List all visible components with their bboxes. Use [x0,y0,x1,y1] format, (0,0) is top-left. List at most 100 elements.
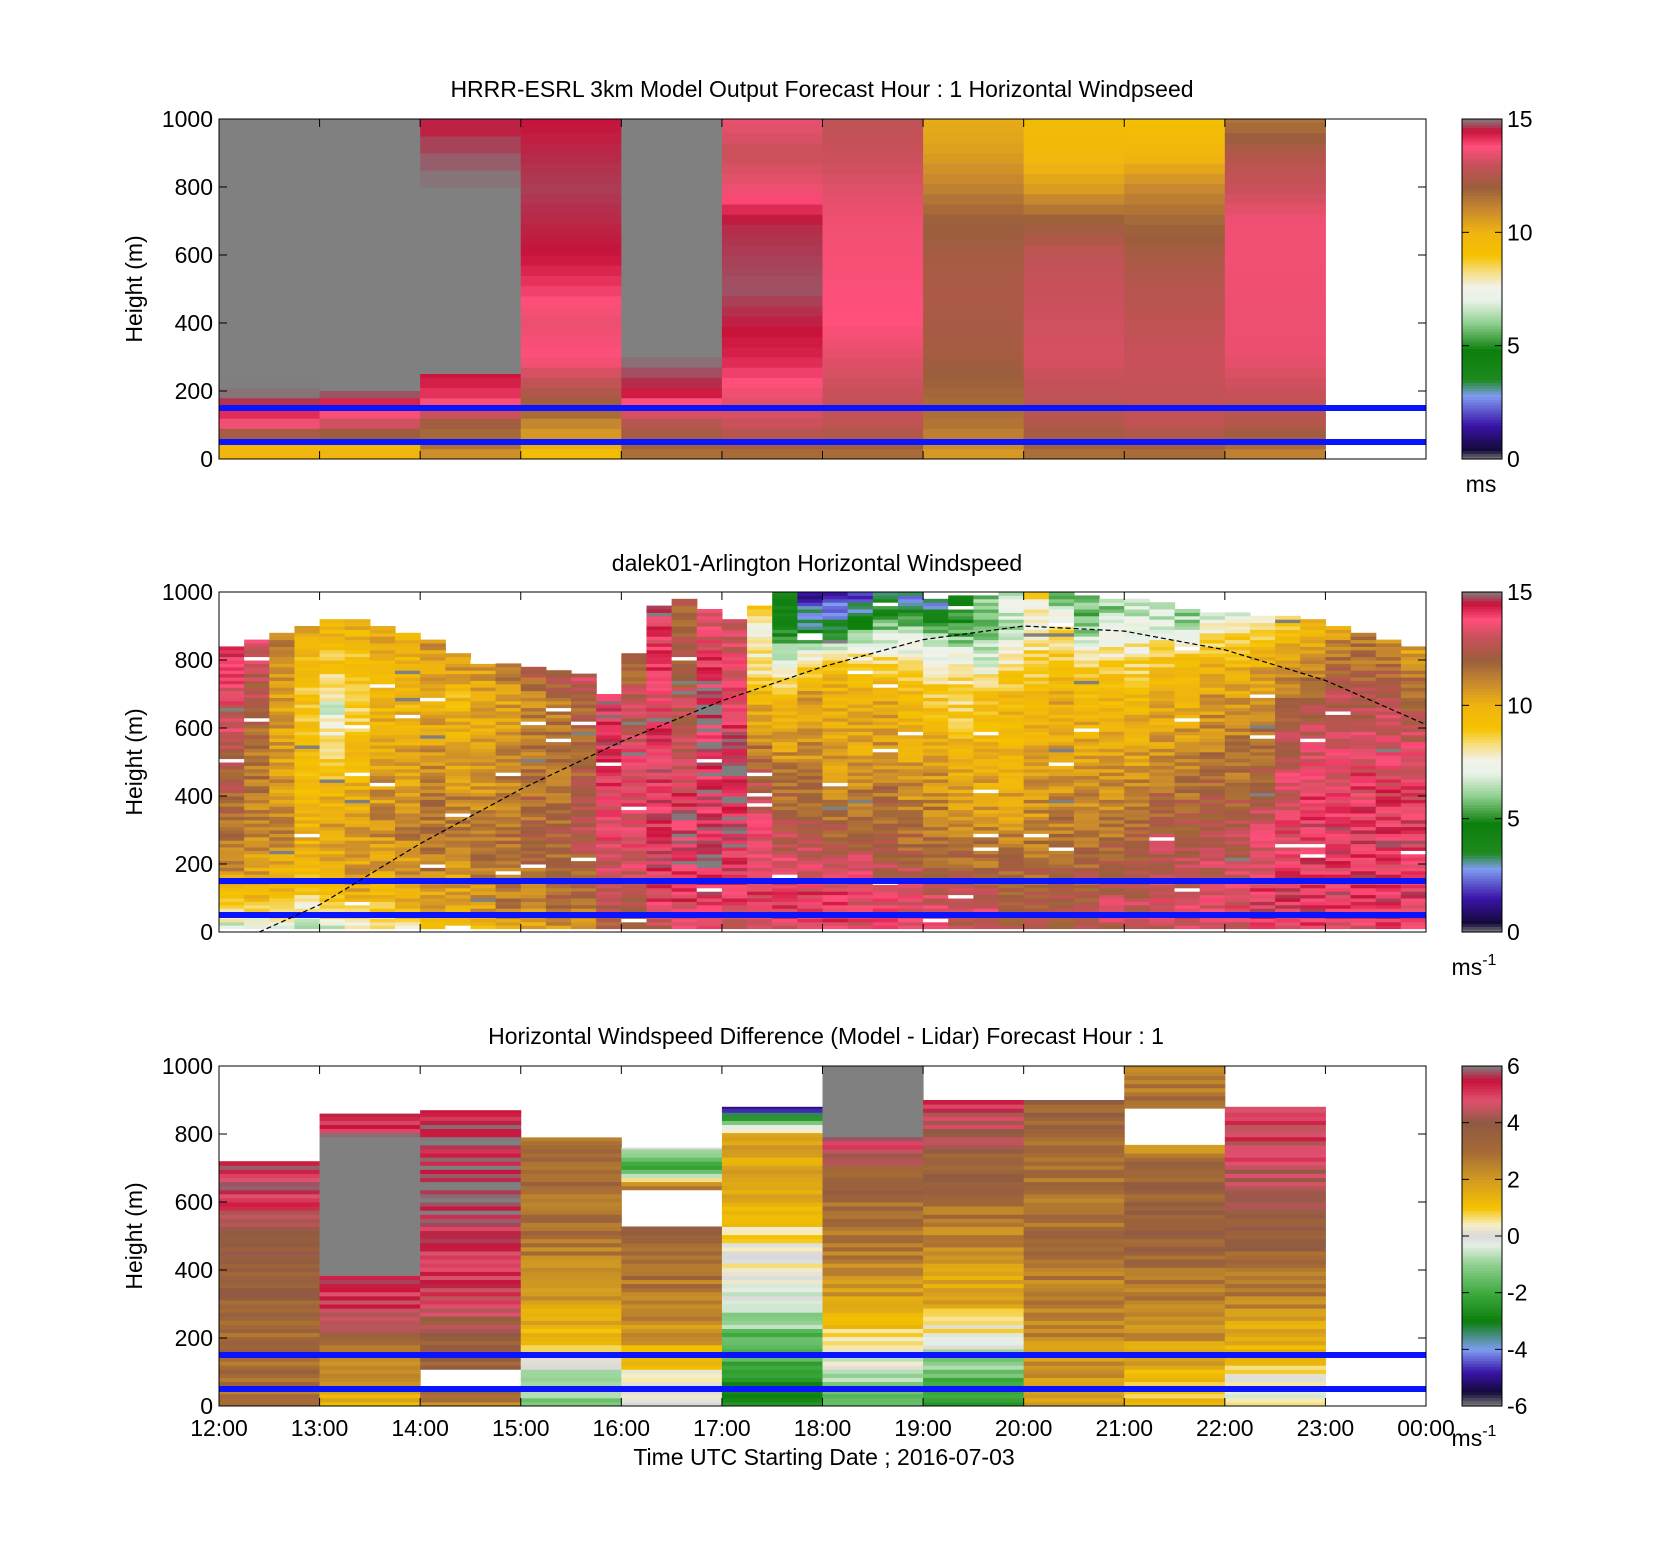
lidar-cell [1124,629,1150,634]
colorbar-segment [1462,425,1502,429]
lidar-cell [822,680,849,685]
lidar-cell [772,921,798,926]
lidar-cell [1199,857,1226,862]
model-cell [520,295,622,307]
lidar-cell [948,717,974,722]
lidar-cell [747,772,773,777]
lidar-cell [1174,806,1201,811]
lidar-cell [219,704,245,709]
lidar-cell [772,809,798,814]
lidar-cell [319,653,346,658]
lidar-cell [395,809,421,814]
lidar-cell [747,612,773,617]
model-cell [721,244,823,256]
lidar-cell [621,677,648,681]
lidar-cell [294,782,321,787]
lidar-cell [1099,615,1125,620]
lidar-cell [747,840,773,845]
lidar-cell [772,806,798,811]
lidar-cell [948,714,974,719]
lidar-cell [1325,901,1352,906]
lidar-cell [1275,734,1301,739]
lidar-cell [1149,626,1176,630]
lidar-cell [1124,921,1150,926]
lidar-cell [696,833,723,838]
lidar-cell [973,690,1000,695]
lidar-cell [721,802,748,807]
lidar-cell [1174,700,1201,705]
lidar-cell [847,629,874,634]
lidar-cell [772,908,798,913]
lidar-cell [596,751,622,756]
lidar-cell [1199,680,1226,685]
lidar-cell [998,745,1025,749]
lidar-cell [772,683,798,688]
lidar-cell [872,605,899,610]
lidar-cell [1199,853,1226,858]
lidar-cell [545,779,572,783]
lidar-cell [596,813,622,817]
lidar-cell [1073,605,1100,610]
lidar-cell [747,605,773,610]
lidar-cell [948,884,974,889]
lidar-cell [420,779,446,783]
lidar-cell [1099,656,1125,661]
lidar-cell [1275,680,1301,685]
colorbar-segment [1462,685,1502,689]
lidar-cell [822,653,849,658]
lidar-cell [294,806,321,811]
lidar-cell [973,765,1000,770]
lidar-cell [1149,714,1176,719]
lidar-cell [369,782,396,787]
lidar-cell [445,806,472,811]
lidar-cell [319,728,346,732]
lidar-cell [747,622,773,627]
lidar-cell [998,751,1025,756]
lidar-cell [696,622,723,627]
lidar-cell [420,843,446,848]
lidar-cell [721,901,748,906]
lidar-cell [872,660,899,664]
lidar-cell [797,636,824,641]
lidar-cell [1300,823,1327,828]
lidar-cell [495,670,522,675]
model-cell [1023,306,1125,317]
colorbar-segment [1462,781,1502,786]
lidar-cell [1300,860,1327,865]
model-cell [1124,336,1226,348]
lidar-cell [923,819,949,824]
lidar-cell [1325,666,1352,671]
lidar-cell [495,904,522,909]
lidar-cell [646,738,673,743]
lidar-cell [747,762,773,766]
lidar-cell [1375,772,1402,777]
lidar-cell [1400,836,1426,841]
lidar-cell [797,826,824,831]
lidar-cell [219,853,245,858]
lidar-cell [1224,643,1251,647]
lidar-cell [923,707,949,712]
lidar-cell [1149,697,1176,702]
lidar-cell [1149,765,1176,770]
lidar-cell [1275,840,1301,845]
lidar-cell [319,857,346,862]
lidar-cell [495,738,522,743]
lidar-cell [973,697,1000,702]
lidar-cell [1275,806,1301,811]
lidar-cell [1224,751,1251,756]
lidar-cell [671,779,698,783]
lidar-cell [973,850,1000,855]
lidar-cell [319,741,346,746]
lidar-cell [797,806,824,811]
lidar-cell [1375,836,1402,841]
lidar-cell [596,765,622,770]
lidar-cell [1073,775,1100,780]
lidar-cell [1224,918,1251,923]
lidar-cell [973,721,1000,726]
colorbar-segment [1462,365,1502,369]
lidar-cell [244,697,270,702]
lidar-cell [1073,918,1100,923]
lidar-cell [1249,813,1276,817]
colorbar-segment [1462,798,1502,803]
lidar-cell [344,874,371,879]
